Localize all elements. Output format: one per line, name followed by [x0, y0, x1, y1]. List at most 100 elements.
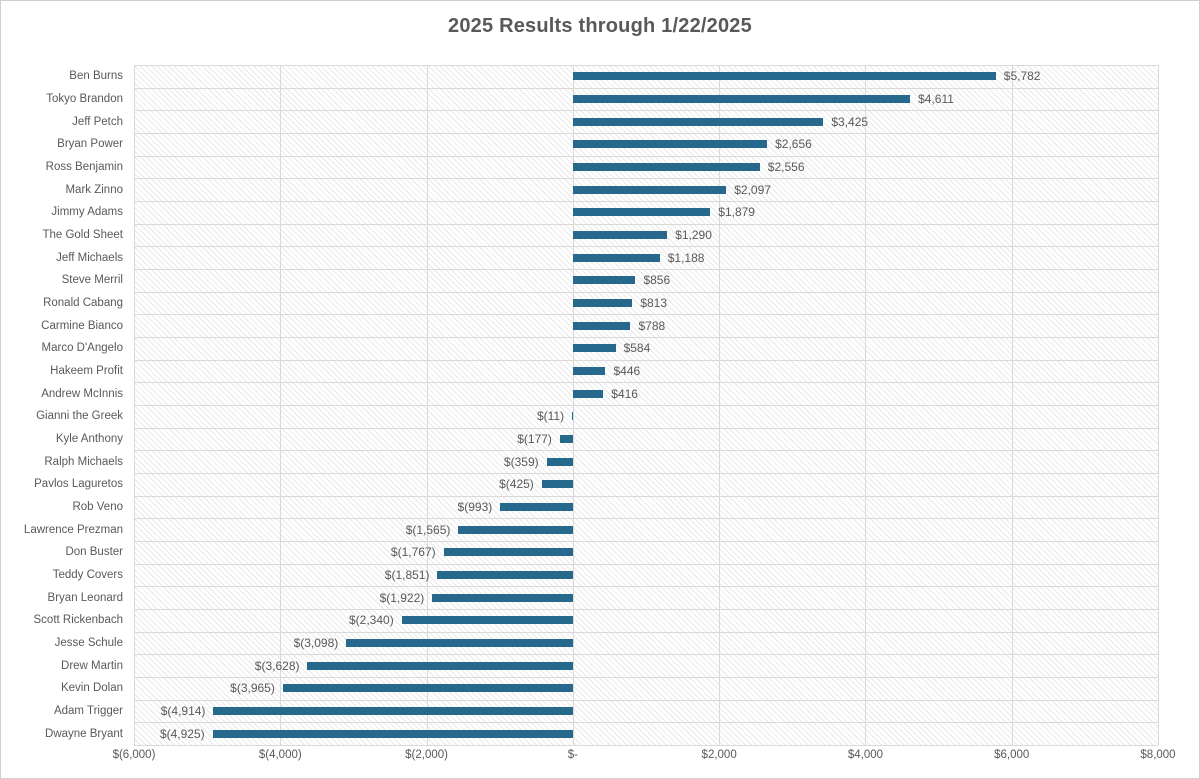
data-label: $(993) — [457, 499, 493, 514]
bar — [572, 231, 668, 239]
category-label: Kevin Dolan — [60, 682, 123, 695]
category-label: Gianni the Greek — [36, 410, 123, 423]
category-label: Bryan Power — [57, 138, 123, 151]
gridline-horizontal — [134, 564, 1158, 565]
gridline-horizontal — [134, 337, 1158, 338]
category-label: The Gold Sheet — [42, 228, 123, 241]
category-label: Carmine Bianco — [41, 319, 123, 332]
category-label: Lawrence Prezman — [23, 523, 123, 536]
data-label: $(3,965) — [230, 681, 275, 696]
category-label: Steve Merril — [61, 274, 123, 287]
gridline-horizontal — [134, 496, 1158, 497]
gridline-horizontal — [134, 246, 1158, 247]
data-label: $416 — [611, 386, 638, 401]
gridline-horizontal — [134, 450, 1158, 451]
category-label: Ronald Cabang — [43, 296, 123, 309]
plot-area: $5,782 $4,611 $3,425 $2,656 $2,556 $2,097 $1,8… — [134, 65, 1159, 746]
gridline-horizontal — [134, 133, 1158, 134]
bar — [572, 412, 573, 421]
data-label: $(1,922) — [379, 590, 425, 605]
x-tick-label: $2,000 — [701, 749, 737, 761]
gridline-horizontal — [134, 609, 1158, 610]
bar — [572, 208, 711, 217]
data-label: $4,611 — [918, 91, 954, 106]
bar — [401, 616, 573, 625]
data-label: $2,556 — [767, 159, 805, 174]
category-label: Adam Trigger — [53, 704, 123, 717]
category-label: Ralph Michaels — [44, 455, 123, 468]
data-label: $584 — [623, 341, 651, 356]
data-label: $(3,628) — [254, 658, 300, 673]
data-label: $1,879 — [718, 205, 755, 220]
bar — [572, 389, 604, 398]
x-tick-label: $4,000 — [847, 749, 884, 761]
gridline-horizontal — [134, 269, 1158, 270]
data-label: $856 — [643, 273, 671, 288]
category-label: Don Buster — [65, 546, 123, 559]
category-label: Marco D'Angelo — [41, 342, 123, 355]
data-label: $(1,851) — [384, 567, 430, 582]
gridline-horizontal — [134, 224, 1158, 225]
bar — [572, 163, 760, 171]
gridline-horizontal — [134, 677, 1158, 678]
category-label: Pavlos Laguretos — [34, 478, 123, 491]
data-label: $(177) — [517, 431, 552, 446]
bar — [500, 503, 573, 511]
x-tick-label: $8,000 — [1140, 749, 1176, 761]
x-tick-label: $(6,000) — [112, 749, 156, 761]
data-label: $2,097 — [734, 182, 771, 197]
category-label: Tokyo Brandon — [46, 92, 123, 105]
gridline-horizontal — [134, 541, 1158, 542]
data-label: $(359) — [503, 454, 539, 469]
bar — [572, 321, 631, 330]
data-label: $(425) — [499, 477, 534, 492]
gridline-horizontal — [134, 700, 1158, 701]
gridline-horizontal — [134, 88, 1158, 89]
category-label: Bryan Leonard — [47, 591, 123, 604]
x-tick-label: $(4,000) — [258, 749, 302, 761]
x-tick-label: $- — [567, 749, 578, 761]
bar — [572, 140, 768, 149]
category-label: Rob Veno — [72, 500, 123, 513]
data-label: $(1,565) — [405, 522, 451, 537]
category-label: Jeff Michaels — [56, 251, 123, 264]
bar — [546, 457, 573, 466]
category-label: Jimmy Adams — [51, 206, 123, 219]
bar — [307, 661, 573, 670]
gridline-horizontal — [134, 360, 1158, 361]
bar — [572, 185, 727, 194]
gridline-horizontal — [134, 314, 1158, 315]
bar — [572, 367, 606, 375]
data-label: $446 — [613, 363, 641, 378]
data-label: $3,425 — [831, 114, 869, 129]
bar — [212, 729, 573, 738]
gridline-horizontal — [134, 156, 1158, 157]
bar — [432, 593, 573, 602]
bar — [572, 253, 660, 262]
data-label: $(11) — [536, 409, 565, 424]
category-label: Scott Rickenbach — [33, 614, 124, 627]
gridline-horizontal — [134, 745, 1158, 746]
gridline-horizontal — [134, 178, 1158, 179]
category-label: Andrew McInnis — [41, 387, 123, 400]
gridline-horizontal — [134, 110, 1158, 111]
chart-title: 2025 Results through 1/22/2025 — [448, 15, 752, 37]
category-label: Mark Zinno — [65, 183, 123, 196]
category-label: Hakeem Profit — [50, 364, 123, 377]
data-label: $2,656 — [775, 137, 812, 152]
data-label: $1,188 — [667, 250, 705, 265]
data-label: $813 — [640, 295, 668, 310]
bar — [572, 117, 824, 126]
value-axis: $(6,000) $(4,000) $(2,000) $- $2,000 $4,000 $6… — [113, 749, 1176, 769]
category-label: Ross Benjamin — [45, 160, 123, 173]
data-label: $(4,914) — [160, 703, 206, 718]
x-tick-label: $(2,000) — [405, 749, 448, 761]
bar — [282, 684, 573, 693]
bar — [572, 299, 633, 307]
category-label: Kyle Anthony — [55, 432, 123, 445]
gridline-horizontal — [134, 654, 1158, 655]
bar — [213, 707, 573, 715]
gridline-horizontal — [134, 722, 1158, 723]
gridline-horizontal — [134, 473, 1158, 474]
